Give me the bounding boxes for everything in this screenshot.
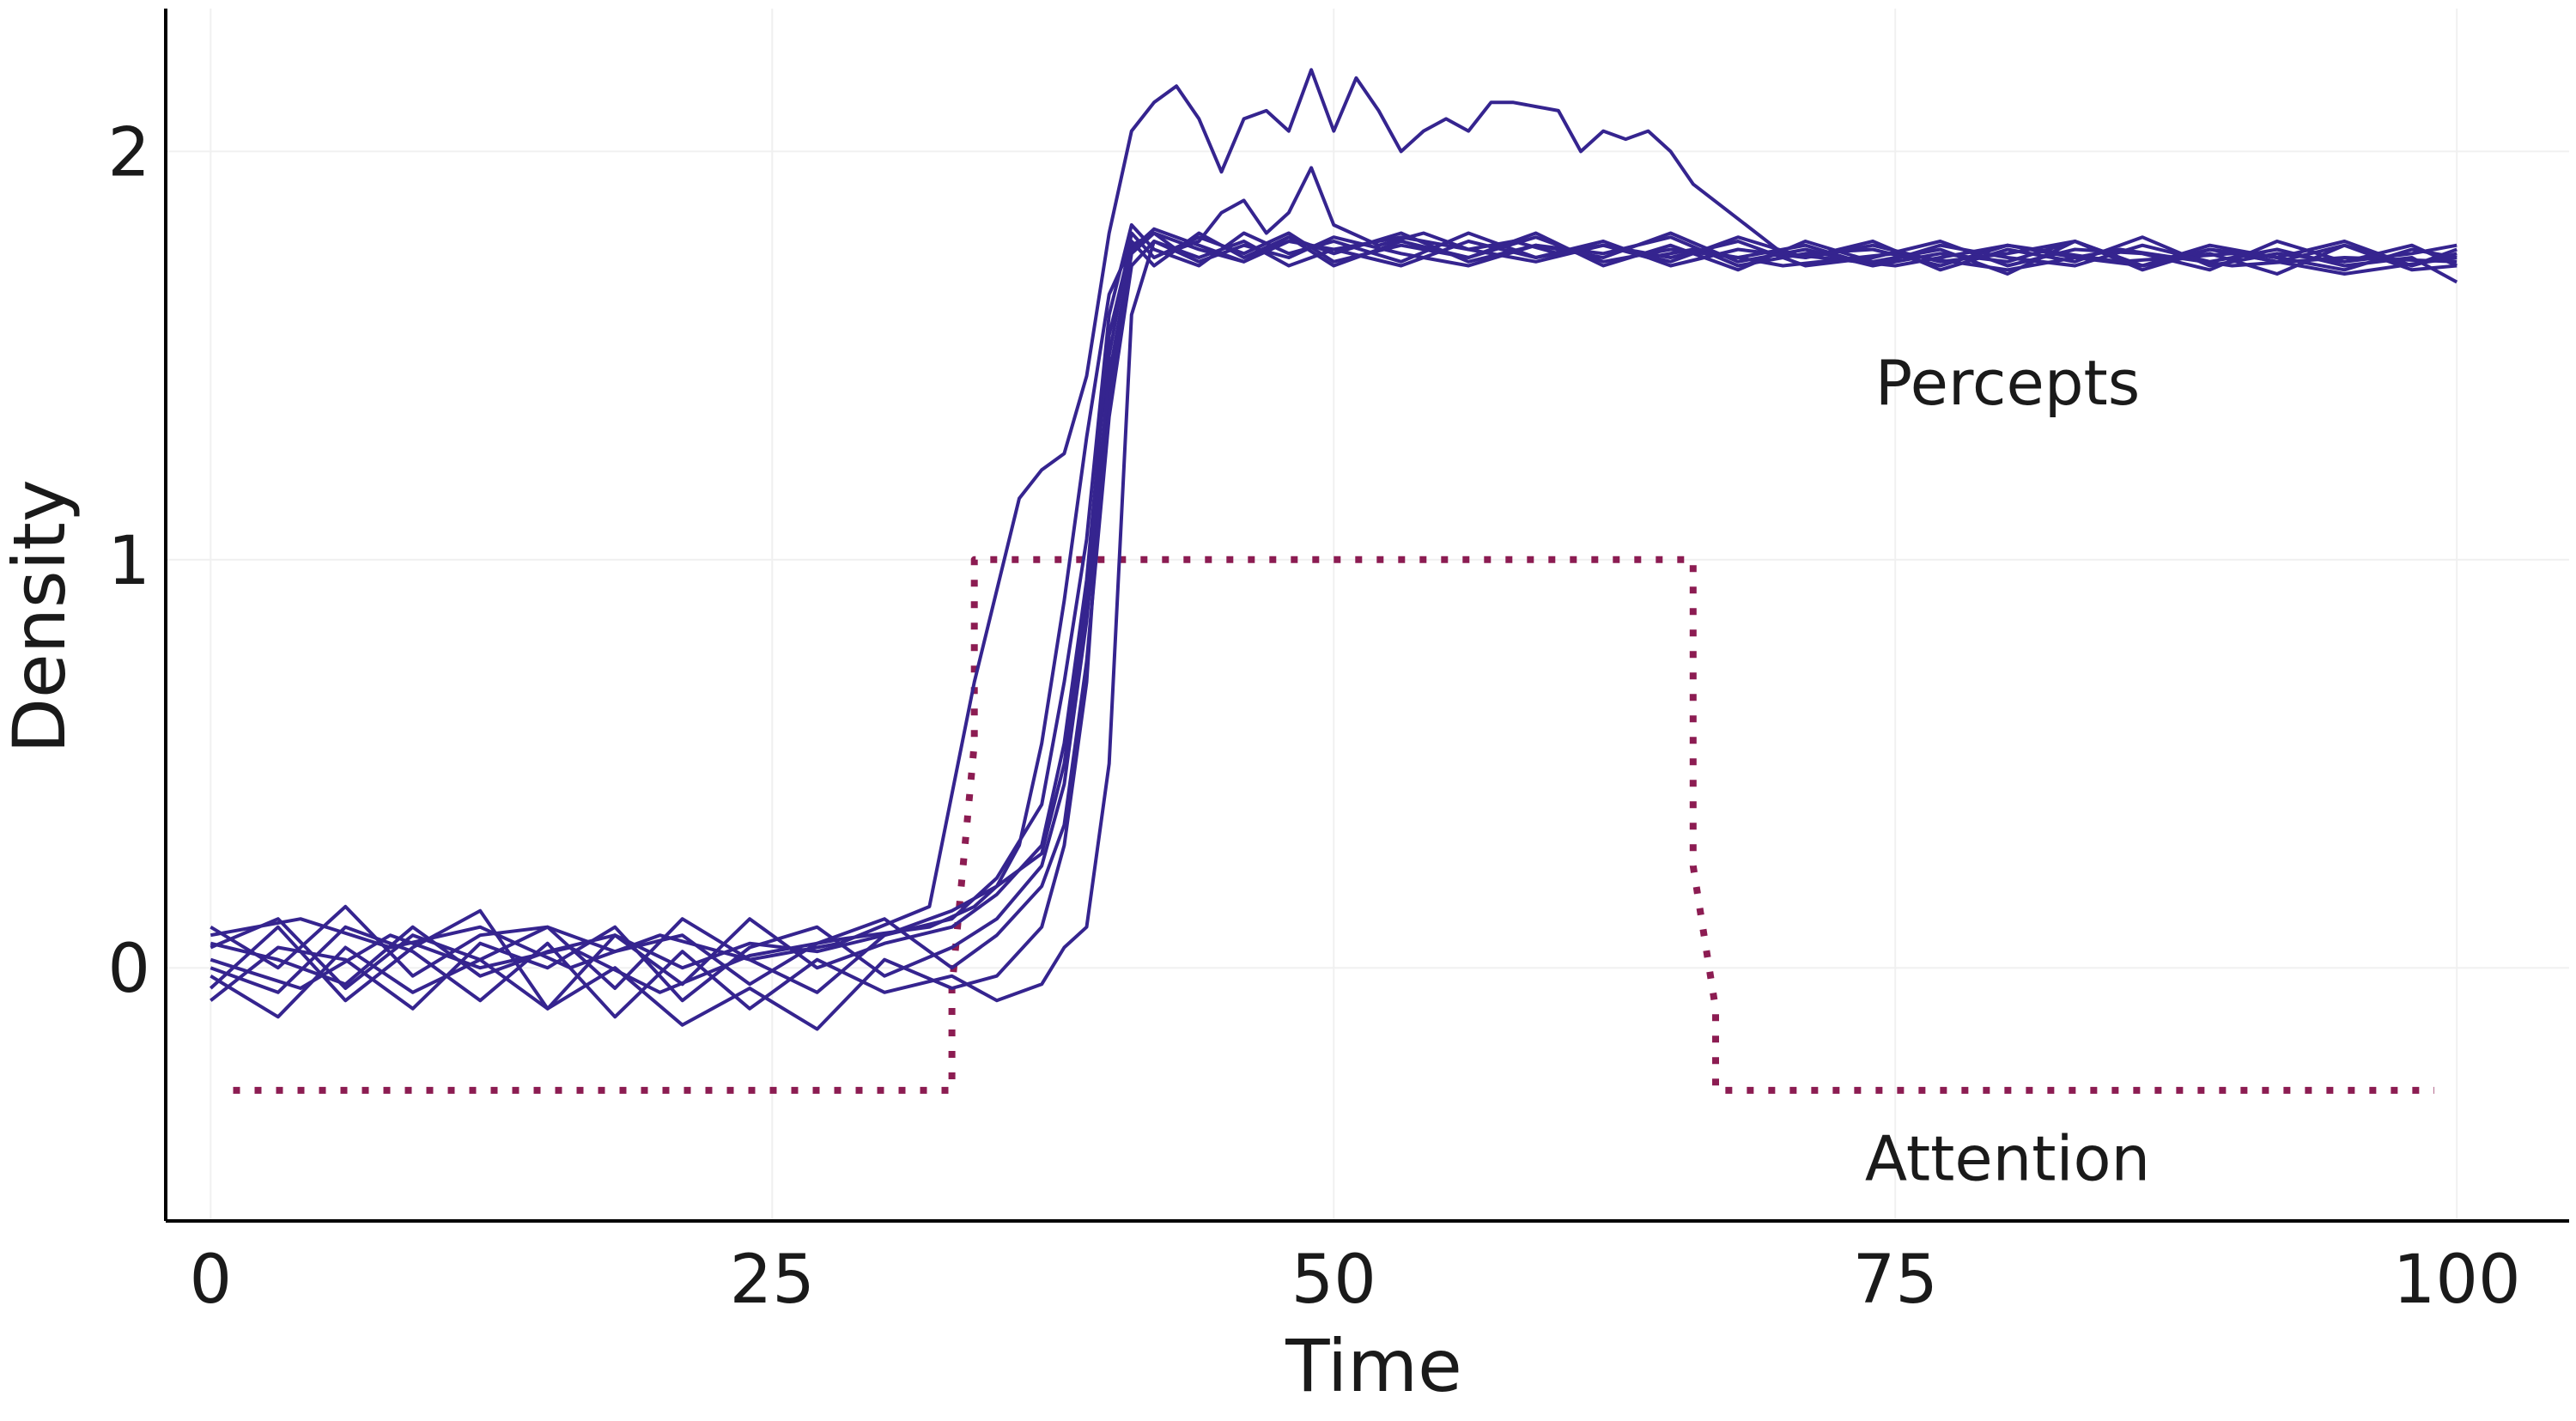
- annotation-label: Percepts: [1875, 347, 2141, 419]
- x-tick-label: 100: [2393, 1242, 2521, 1319]
- x-tick-label: 50: [1291, 1242, 1376, 1319]
- y-tick-label: 2: [107, 114, 150, 191]
- annotation-label: Attention: [1865, 1122, 2150, 1194]
- x-axis-title: Time: [1285, 1324, 1462, 1408]
- percept-series-line: [210, 235, 2458, 990]
- percept-series-line: [210, 68, 2458, 970]
- x-tick-label: 0: [189, 1242, 232, 1319]
- x-tick-label: 75: [1853, 1242, 1938, 1319]
- grid: [166, 9, 2569, 1221]
- y-tick-label: 0: [107, 931, 150, 1008]
- series-layer: [209, 68, 2458, 1094]
- axes: [164, 9, 2569, 1223]
- percept-series-line: [210, 231, 2458, 1031]
- percept-series-line: [210, 227, 2458, 987]
- y-tick-label: 1: [107, 523, 150, 600]
- annotations: Percepts Attention: [1865, 347, 2150, 1194]
- tick-labels: 0 25 50 75 100 0 1 2: [107, 114, 2520, 1319]
- y-axis-title: Density: [0, 479, 82, 753]
- x-tick-label: 25: [730, 1242, 815, 1319]
